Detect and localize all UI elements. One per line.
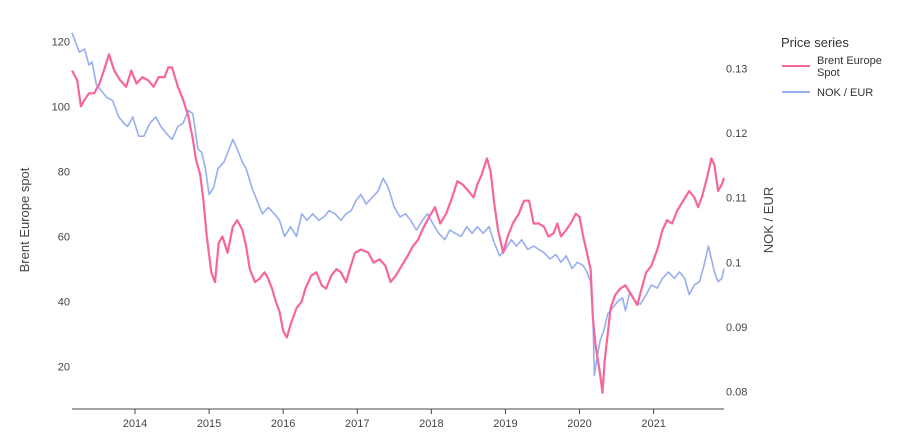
series-line-nok-eur[interactable] [71,32,725,377]
plot-area [71,32,726,410]
right-y-tick-label: 0.13 [726,63,747,75]
legend-label-brent: Brent Europe Spot [817,55,885,79]
x-tick-label: 2015 [197,418,221,430]
left-y-tick-label: 80 [58,166,70,178]
left-y-tick-label: 40 [58,297,70,309]
x-tick-label: 2014 [123,418,147,430]
left-y-tick-label: 120 [52,36,70,48]
right-y-tick-label: 0.1 [726,257,741,269]
left-y-tick-label: 100 [52,101,70,113]
legend-title: Price series [781,35,849,50]
left-y-axis-ticks: 20 40 60 80 100 120 [52,36,70,373]
x-tick-label: 2018 [419,418,443,430]
legend-item-nok-eur[interactable]: NOK / EUR [782,87,873,99]
right-y-tick-label: 0.09 [726,322,747,334]
legend: Price series Brent Europe Spot NOK / EUR [781,35,885,99]
series-line-brent[interactable] [71,53,726,394]
x-tick-label: 2017 [345,418,369,430]
x-tick-label: 2019 [493,418,517,430]
left-y-tick-label: 20 [58,362,70,374]
legend-label-nok-eur: NOK / EUR [817,87,873,99]
left-y-tick-label: 60 [58,232,70,244]
x-tick-label: 2016 [271,418,295,430]
x-axis-ticks: 2014 2015 2016 2017 2018 2019 2020 2021 [123,409,666,430]
series-layer [71,32,726,394]
right-y-axis-ticks: 0.08 0.09 0.1 0.11 0.12 0.13 [726,63,747,398]
legend-item-brent[interactable]: Brent Europe Spot [782,55,885,79]
right-y-tick-label: 0.11 [726,193,747,205]
x-tick-label: 2021 [641,418,665,430]
right-y-tick-label: 0.12 [726,128,747,140]
left-y-axis-title: Brent Europe spot [17,167,32,272]
right-y-axis-title: NOK / EUR [761,187,776,253]
x-tick-label: 2020 [567,418,591,430]
right-y-tick-label: 0.08 [726,387,747,399]
